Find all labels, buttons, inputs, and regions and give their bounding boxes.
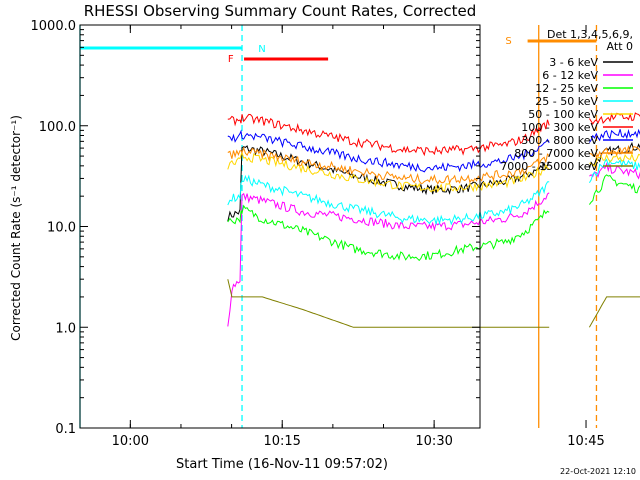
- legend-label: 3 - 6 keV: [549, 56, 598, 69]
- legend-label: 6 - 12 keV: [542, 69, 598, 82]
- y-tick-label: 100.0: [39, 120, 76, 135]
- series-line: [227, 150, 640, 193]
- legend-label: 12 - 25 keV: [535, 82, 598, 95]
- chart-title: RHESSI Observing Summary Count Rates, Co…: [84, 2, 477, 20]
- timestamp: 22-Oct-2021 12:10: [560, 467, 636, 476]
- state-label-N: N: [258, 44, 265, 55]
- plot-frame: [79, 24, 481, 429]
- x-tick-label: 10:30: [415, 434, 452, 449]
- x-tick-label: 10:45: [567, 434, 604, 449]
- x-tick-label: 10:00: [112, 434, 149, 449]
- series-line: [227, 162, 640, 327]
- legend-header: Det 1,3,4,5,6,9,: [547, 28, 633, 41]
- y-tick-label: 0.1: [55, 422, 76, 437]
- series-line: [227, 158, 640, 226]
- state-label-F: F: [228, 54, 234, 65]
- legend-label: 300 - 800 keV: [521, 134, 598, 147]
- series-line: [227, 144, 640, 185]
- x-axis-label: Start Time (16-Nov-11 09:57:02): [176, 457, 388, 472]
- legend-label: 800 - 7000 keV: [514, 147, 598, 160]
- series-line: [227, 112, 640, 157]
- series-line: [227, 128, 640, 173]
- state-bars: N F S: [80, 36, 597, 65]
- y-tick-label: 1000.0: [31, 19, 77, 34]
- y-tick-label: 10.0: [47, 221, 76, 236]
- legend-header: Att 0: [607, 40, 633, 53]
- axes: 10:0010:1510:3010:4511:0011:1511:300.11.…: [31, 19, 605, 449]
- legend-label: 100 - 300 keV: [521, 121, 598, 134]
- series-lines: [227, 112, 640, 328]
- state-label-S: S: [505, 36, 511, 47]
- series-line: [227, 279, 640, 328]
- legend-label: 7000 - 15000 keV: [500, 160, 598, 173]
- series-line: [227, 174, 640, 262]
- legend-label: 25 - 50 keV: [535, 95, 598, 108]
- y-tick-label: 1.0: [55, 321, 76, 336]
- y-axis-label: Corrected Count Rate (s⁻¹ detector⁻¹): [9, 115, 23, 341]
- legend-label: 50 - 100 keV: [528, 108, 598, 121]
- x-tick-label: 10:15: [263, 434, 300, 449]
